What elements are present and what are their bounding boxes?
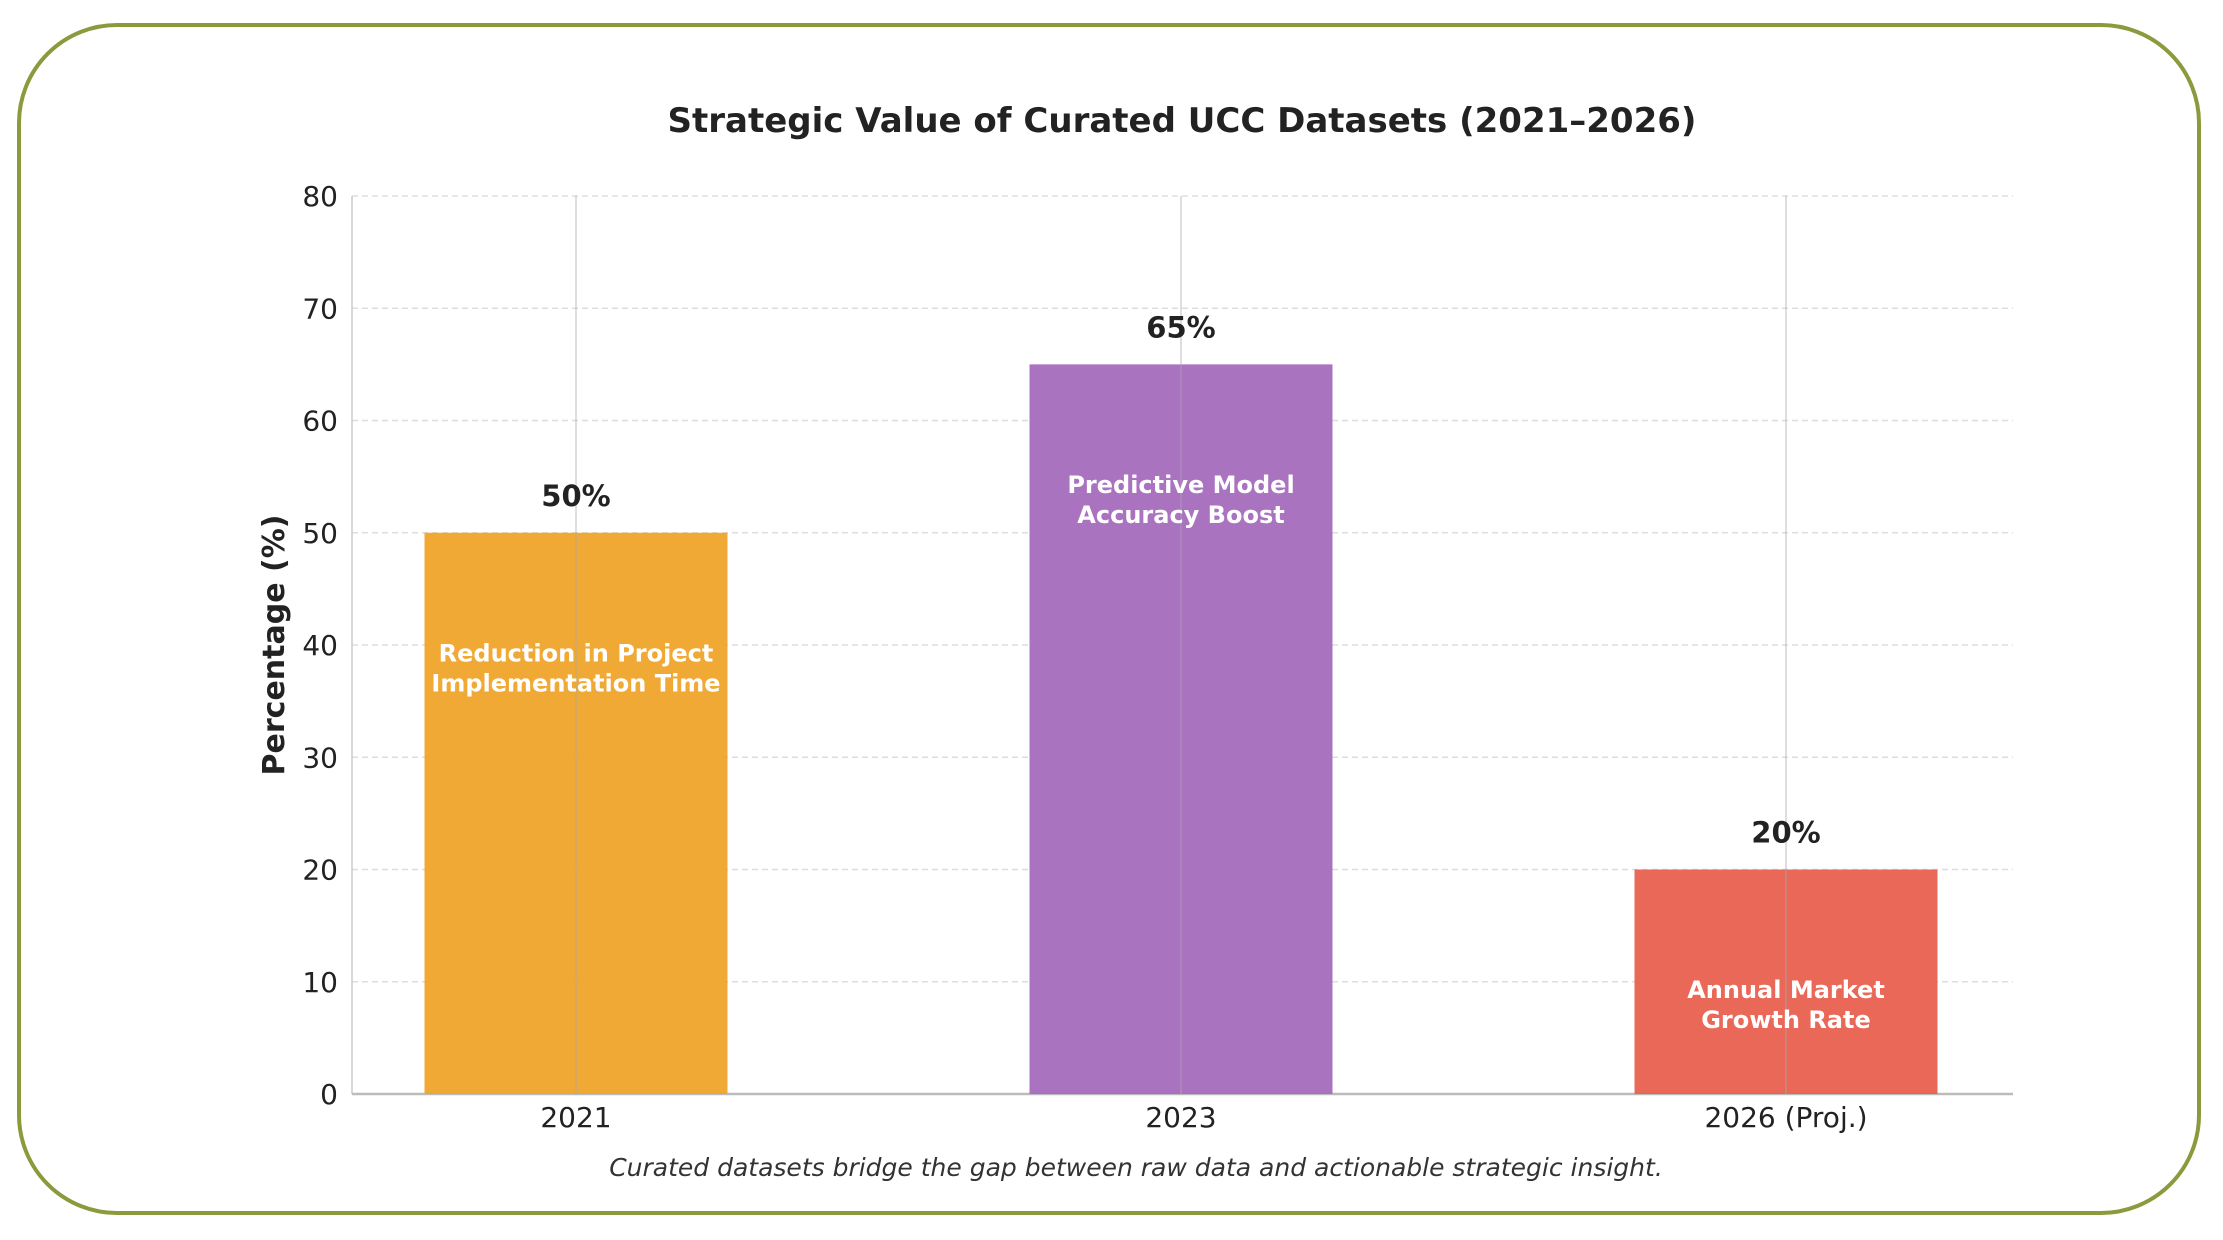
bar-inner-label: Predictive Model: [1067, 471, 1294, 499]
x-tick-label: 2021: [540, 1101, 611, 1134]
bar-inner-label: Reduction in Project: [439, 639, 714, 667]
x-tick-label: 2023: [1145, 1101, 1216, 1134]
chart-caption: Curated datasets bridge the gap between …: [609, 1153, 1663, 1182]
y-tick-label: 60: [302, 405, 338, 438]
y-tick-label: 20: [302, 854, 338, 887]
bar-inner-label: Growth Rate: [1701, 1006, 1871, 1034]
bar-inner-label: Implementation Time: [431, 669, 720, 697]
data-label: 20%: [1751, 816, 1820, 850]
y-tick-label: 40: [302, 629, 338, 662]
chart-title: Strategic Value of Curated UCC Datasets …: [668, 101, 1697, 141]
x-tick-label: 2026 (Proj.): [1704, 1101, 1867, 1134]
y-tick-label: 50: [302, 517, 338, 550]
y-tick-label: 30: [302, 741, 338, 774]
data-label: 65%: [1146, 310, 1215, 344]
data-label: 50%: [541, 479, 610, 513]
bar-inner-label: Annual Market: [1687, 976, 1885, 1004]
y-tick-label: 0: [320, 1078, 338, 1111]
y-tick-label: 80: [302, 180, 338, 213]
y-tick-label: 70: [302, 292, 338, 325]
bar-inner-label: Accuracy Boost: [1077, 501, 1284, 529]
y-tick-label: 10: [302, 966, 338, 999]
card-frame: [17, 23, 2201, 1215]
y-axis-label: Percentage (%): [257, 515, 292, 776]
